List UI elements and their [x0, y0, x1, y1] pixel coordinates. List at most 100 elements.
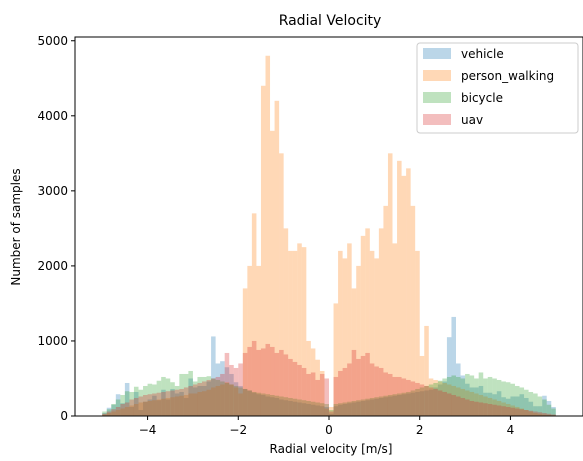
- bar: [383, 395, 388, 416]
- bar: [424, 385, 429, 416]
- bar: [120, 403, 125, 416]
- bar: [410, 205, 416, 416]
- bar: [115, 399, 121, 416]
- bar: [392, 394, 398, 416]
- bar: [143, 385, 148, 416]
- bar: [283, 400, 289, 416]
- bar: [519, 387, 525, 416]
- bar: [415, 391, 420, 416]
- bar: [288, 400, 293, 416]
- bar: [111, 411, 116, 416]
- bar: [220, 373, 225, 416]
- bar: [292, 398, 298, 416]
- legend-box: [416, 42, 579, 134]
- bar: [442, 381, 447, 416]
- bar: [260, 394, 266, 416]
- x-axis-label: Radial velocity [m/s]: [270, 442, 393, 456]
- legend-label: bicycle: [461, 91, 503, 105]
- bar: [233, 382, 239, 416]
- bar: [460, 388, 466, 416]
- bar: [238, 385, 243, 416]
- y-tick-label: 4000: [37, 109, 68, 123]
- bar: [324, 403, 329, 416]
- bar: [315, 405, 320, 416]
- bar: [297, 399, 302, 416]
- bar: [279, 396, 284, 416]
- bar: [460, 378, 466, 416]
- bar: [451, 385, 456, 416]
- bar: [333, 403, 339, 416]
- bar: [519, 409, 525, 416]
- bar: [356, 400, 361, 416]
- bar: [456, 387, 461, 416]
- bar: [133, 397, 139, 416]
- bar: [133, 386, 139, 416]
- bar: [424, 385, 429, 416]
- bar: [533, 406, 538, 416]
- bar: [492, 404, 497, 416]
- bar: [514, 408, 520, 416]
- bar: [383, 397, 388, 416]
- bar: [365, 400, 370, 416]
- plot-area: [102, 55, 556, 416]
- bar: [124, 406, 130, 416]
- bar: [315, 402, 320, 416]
- bar: [546, 404, 552, 416]
- bar: [133, 403, 139, 416]
- bar: [179, 388, 184, 416]
- bar: [428, 389, 434, 416]
- bar: [292, 401, 298, 416]
- bar: [306, 400, 311, 416]
- bar: [524, 389, 529, 416]
- bar: [329, 411, 334, 416]
- bar: [510, 383, 515, 416]
- bar: [456, 363, 461, 416]
- bar: [387, 153, 393, 416]
- bar: [143, 401, 148, 416]
- bar: [397, 393, 402, 416]
- bar: [161, 376, 166, 416]
- bar: [542, 395, 547, 416]
- bar: [383, 372, 388, 416]
- bar: [147, 383, 153, 416]
- bar: [229, 364, 234, 416]
- bar: [446, 393, 452, 416]
- bar: [265, 396, 271, 416]
- bar: [292, 250, 298, 416]
- bar: [260, 85, 266, 416]
- bar: [338, 250, 343, 416]
- bar: [324, 408, 329, 416]
- bar: [310, 372, 316, 416]
- bar: [206, 389, 212, 416]
- bar: [446, 337, 452, 416]
- bar: [342, 403, 348, 416]
- bar: [501, 397, 506, 416]
- bar: [342, 258, 348, 416]
- bar: [165, 399, 171, 416]
- bar: [274, 100, 280, 416]
- bar: [233, 367, 239, 416]
- bar: [242, 388, 248, 416]
- bar: [301, 400, 307, 416]
- bar: [238, 363, 243, 416]
- bar: [474, 378, 479, 416]
- bar: [456, 376, 461, 416]
- bar: [474, 387, 479, 416]
- bar: [542, 399, 547, 416]
- bar: [442, 382, 447, 416]
- bar: [251, 213, 257, 416]
- x-tick-label: 2: [416, 423, 424, 437]
- bar: [410, 390, 416, 416]
- bar: [496, 405, 502, 416]
- bar: [115, 394, 121, 416]
- bar: [338, 404, 343, 416]
- bar: [156, 400, 162, 416]
- bar: [211, 378, 216, 416]
- bar: [356, 401, 361, 416]
- bar: [106, 411, 112, 416]
- bar: [242, 352, 248, 416]
- bar: [433, 379, 438, 416]
- bar: [505, 406, 511, 416]
- bar: [115, 406, 121, 416]
